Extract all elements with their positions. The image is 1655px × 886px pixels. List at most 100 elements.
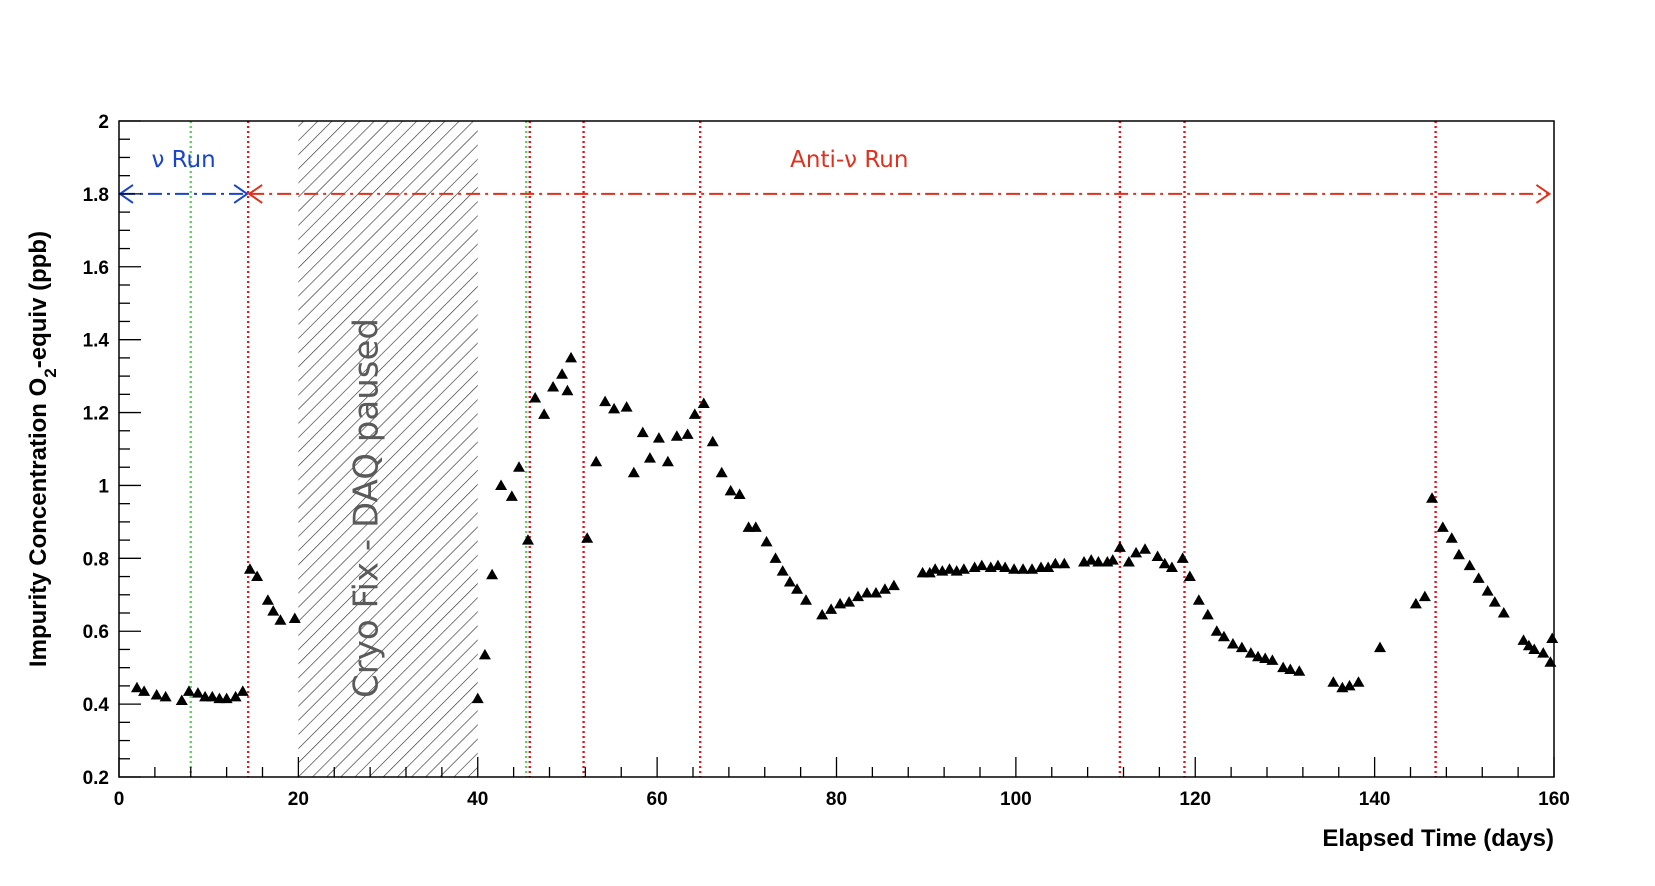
- data-point: [1151, 550, 1164, 562]
- data-point: [706, 435, 719, 447]
- data-point: [261, 594, 274, 605]
- data-point: [991, 559, 1004, 571]
- data-point: [733, 488, 746, 500]
- data-point: [251, 570, 264, 582]
- run-label: ν Run: [151, 147, 215, 173]
- data-point: [138, 685, 151, 696]
- data-point: [1472, 572, 1485, 583]
- data-point: [783, 576, 796, 587]
- data-point: [843, 596, 856, 607]
- data-point: [1445, 532, 1458, 543]
- data-point: [1201, 608, 1214, 620]
- data-point: [538, 408, 551, 419]
- data-point: [206, 690, 219, 702]
- data-point: [1528, 643, 1541, 654]
- data-point: [627, 466, 640, 478]
- x-tick-label: 20: [288, 789, 309, 810]
- data-point: [681, 428, 694, 439]
- data-point: [581, 532, 594, 543]
- y-tick-label: 0.4: [83, 695, 110, 716]
- x-tick-label: 40: [467, 789, 488, 810]
- data-point: [1092, 555, 1105, 567]
- x-tick-label: 160: [1538, 789, 1570, 810]
- data-point: [652, 432, 665, 443]
- x-tick-label: 0: [114, 789, 125, 810]
- data-point: [1452, 548, 1465, 560]
- data-point: [1277, 661, 1290, 673]
- data-point: [1537, 647, 1550, 658]
- data-point: [816, 608, 829, 620]
- data-point: [1259, 652, 1272, 664]
- x-tick-label: 120: [1179, 789, 1211, 810]
- data-point: [1488, 596, 1501, 607]
- data-point: [1463, 559, 1476, 571]
- run-arrow-head-left: [247, 184, 263, 204]
- data-point: [556, 368, 569, 379]
- y-tick-label: 1.4: [83, 331, 110, 352]
- data-point: [486, 568, 499, 580]
- data-point: [471, 692, 484, 704]
- data-point: [975, 559, 988, 571]
- data-point: [1130, 546, 1143, 558]
- y-tick-label: 1.6: [83, 258, 109, 279]
- data-point: [869, 586, 882, 598]
- data-point: [860, 586, 873, 598]
- data-point: [1008, 563, 1021, 574]
- y-tick-label: 0.2: [83, 768, 109, 789]
- data-point: [599, 395, 612, 407]
- data-point: [929, 563, 942, 574]
- data-point: [1409, 597, 1422, 609]
- run-arrow-head-right: [233, 184, 249, 204]
- data-point: [1252, 650, 1265, 662]
- data-point: [1042, 561, 1055, 572]
- data-point: [274, 614, 287, 625]
- data-point: [159, 690, 172, 702]
- x-tick-label: 60: [647, 789, 668, 810]
- data-point: [1106, 554, 1119, 565]
- data-point: [1217, 630, 1230, 642]
- data-point: [1226, 637, 1239, 649]
- data-point: [505, 490, 518, 501]
- data-point: [791, 583, 804, 594]
- data-point: [547, 381, 560, 392]
- data-point: [957, 563, 970, 574]
- data-point: [887, 579, 900, 591]
- data-point: [852, 590, 865, 602]
- y-axis-title: Impurity Concentration O2-equiv (ppb): [25, 231, 60, 667]
- data-point: [608, 402, 621, 414]
- data-point: [1139, 543, 1152, 554]
- data-point: [220, 692, 233, 704]
- data-point: [1176, 552, 1189, 563]
- data-point: [999, 561, 1012, 572]
- data-point: [1374, 641, 1387, 653]
- data-point: [749, 521, 762, 532]
- data-point: [800, 594, 813, 605]
- y-tick-label: 2: [98, 112, 109, 133]
- run-label: Anti-ν Run: [790, 147, 908, 173]
- data-point: [150, 689, 163, 700]
- data-point: [1544, 656, 1557, 667]
- x-tick-label: 100: [1000, 789, 1032, 810]
- shaded-region-label: Cryo Fix - DAQ paused: [347, 318, 387, 698]
- data-point: [1049, 557, 1062, 569]
- data-point: [288, 612, 301, 623]
- data-point: [620, 401, 633, 412]
- data-point: [529, 391, 542, 403]
- data-point: [1481, 585, 1494, 596]
- data-point: [1244, 647, 1257, 658]
- data-point: [697, 397, 710, 408]
- data-point: [191, 687, 204, 698]
- data-point: [565, 351, 578, 363]
- data-point: [1426, 492, 1439, 503]
- data-point: [182, 685, 195, 696]
- data-point: [923, 566, 936, 578]
- x-axis-title: Elapsed Time (days): [1322, 825, 1554, 852]
- data-point: [1497, 607, 1510, 618]
- data-point: [1436, 521, 1449, 532]
- y-tick-label: 1.2: [83, 404, 109, 425]
- data-point: [661, 455, 674, 467]
- data-point: [1235, 641, 1248, 653]
- data-point: [229, 690, 242, 702]
- data-point: [478, 648, 491, 660]
- data-point: [643, 452, 656, 463]
